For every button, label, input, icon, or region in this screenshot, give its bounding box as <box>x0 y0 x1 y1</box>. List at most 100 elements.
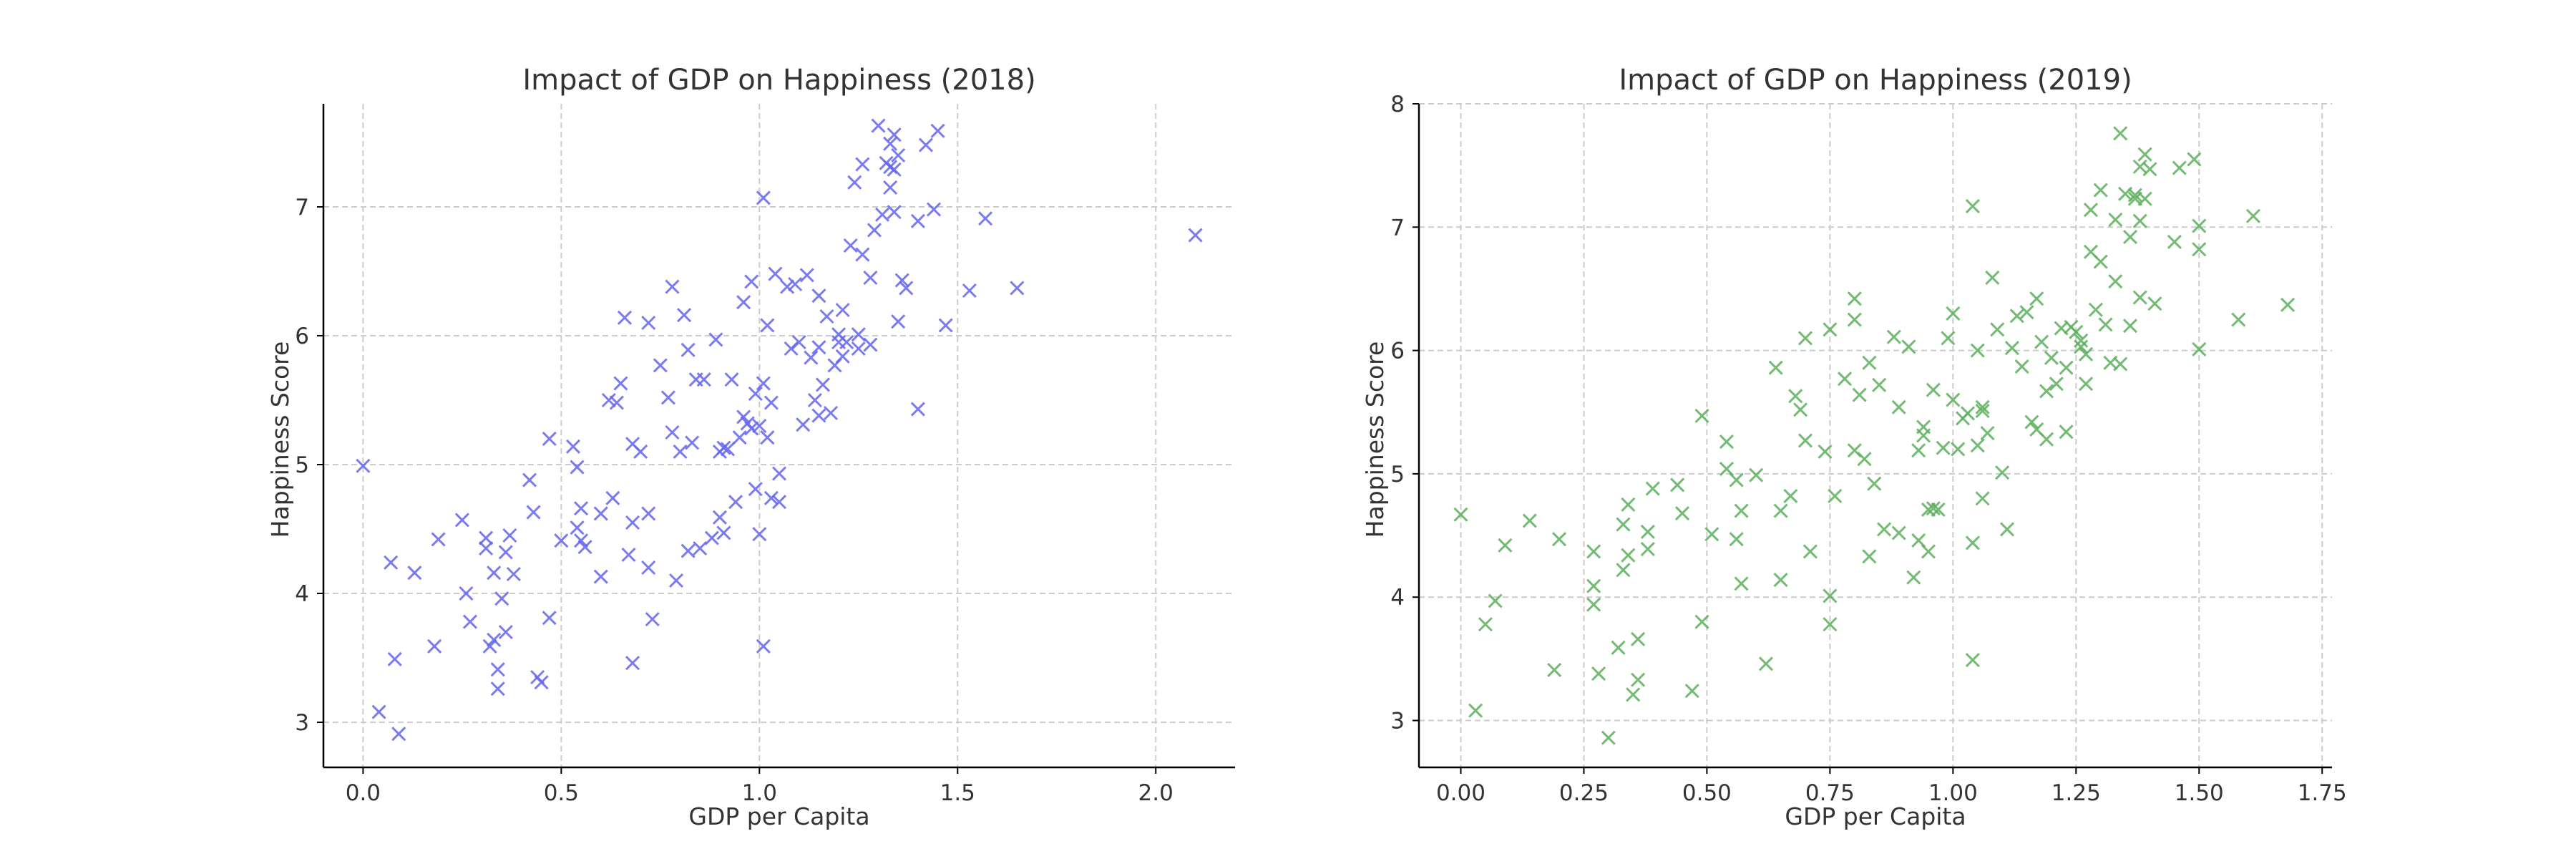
data-point <box>2147 296 2162 311</box>
data-point <box>494 591 509 606</box>
data-point <box>883 136 898 151</box>
data-point <box>1901 339 1916 354</box>
y-tick-label: 5 <box>295 452 309 478</box>
data-point <box>2044 350 2059 366</box>
data-point <box>2132 213 2147 228</box>
y-tick-label: 7 <box>1390 215 1405 241</box>
data-point <box>883 180 898 195</box>
data-point <box>867 223 882 238</box>
data-point <box>1758 656 1774 671</box>
data-point <box>1621 497 1636 513</box>
data-point <box>855 157 870 172</box>
data-point <box>593 569 608 584</box>
data-point <box>2088 302 2103 317</box>
data-point <box>2093 183 2108 198</box>
data-point <box>887 162 902 177</box>
data-point <box>815 377 830 392</box>
data-point <box>1931 502 1946 517</box>
data-point <box>894 273 909 288</box>
data-point <box>1951 442 1966 457</box>
data-point <box>1684 684 1699 699</box>
data-point <box>811 288 826 304</box>
data-point <box>2113 356 2128 372</box>
data-point <box>384 555 399 570</box>
data-point <box>1906 570 1921 585</box>
data-point <box>1734 503 1749 518</box>
data-point <box>1921 544 1936 559</box>
data-point <box>2024 414 2039 430</box>
axes: 0.0 0.5 1.0 1.5 2.0 3 4 5 6 7 <box>295 104 1235 806</box>
data-point <box>708 332 723 347</box>
data-point <box>641 315 656 331</box>
data-point <box>2039 432 2054 447</box>
data-point <box>2019 305 2034 320</box>
data-point <box>371 704 386 719</box>
data-point <box>2192 218 2207 233</box>
data-point <box>617 310 633 325</box>
data-points <box>1453 126 2296 745</box>
data-point <box>633 444 648 460</box>
data-point <box>1828 488 1843 503</box>
data-point <box>1946 392 1961 407</box>
data-point <box>490 681 505 697</box>
data-point <box>573 501 589 516</box>
data-point <box>1926 501 1941 516</box>
data-point <box>851 327 866 342</box>
data-point <box>1586 578 1601 593</box>
data-point <box>1640 524 1655 539</box>
data-point <box>668 573 684 588</box>
data-point <box>1734 576 1749 591</box>
data-point <box>2093 254 2108 269</box>
data-point <box>2122 319 2138 334</box>
data-point <box>1891 399 1906 414</box>
data-point <box>1522 513 1537 528</box>
data-point <box>1768 360 1783 375</box>
data-point <box>796 417 811 432</box>
data-point <box>839 334 854 350</box>
data-point <box>2167 234 2182 250</box>
data-point <box>1862 549 1877 564</box>
data-point <box>487 566 502 581</box>
data-point <box>577 540 592 555</box>
data-point <box>1640 541 1655 557</box>
data-point <box>1999 522 2015 537</box>
data-point <box>1802 544 1818 559</box>
data-point <box>526 505 541 520</box>
data-point <box>788 276 803 292</box>
data-point <box>1586 544 1601 559</box>
data-point <box>462 614 478 629</box>
data-point <box>534 675 549 690</box>
data-point <box>823 405 839 421</box>
data-point <box>1188 228 1203 243</box>
data-point <box>851 341 866 356</box>
data-point <box>1498 538 1513 553</box>
x-axis-label: GDP per Capita <box>1785 802 1966 830</box>
x-tick-label: 0.0 <box>346 780 381 806</box>
data-point <box>1975 399 1990 414</box>
x-tick-label: 0.50 <box>1682 780 1732 806</box>
data-point <box>1621 548 1636 563</box>
data-point <box>565 439 581 454</box>
data-point <box>1645 481 1660 496</box>
data-point <box>1729 532 1744 547</box>
data-point <box>799 268 814 283</box>
y-tick-label: 7 <box>295 195 309 220</box>
data-point <box>910 402 925 417</box>
data-point <box>693 540 708 556</box>
y-tick-label: 5 <box>1390 462 1405 487</box>
data-point <box>522 472 537 487</box>
data-point <box>601 392 616 408</box>
data-point <box>1729 472 1744 487</box>
data-point <box>1788 389 1803 404</box>
data-point <box>724 372 739 387</box>
x-tick-label: 1.25 <box>2051 780 2101 806</box>
data-point <box>1995 465 2010 480</box>
data-point <box>554 533 569 548</box>
data-point <box>573 533 589 548</box>
data-point <box>910 213 925 228</box>
data-point <box>1719 435 1734 450</box>
data-point <box>760 318 775 333</box>
data-point <box>744 274 759 289</box>
data-point <box>771 495 787 510</box>
data-point <box>748 386 763 402</box>
